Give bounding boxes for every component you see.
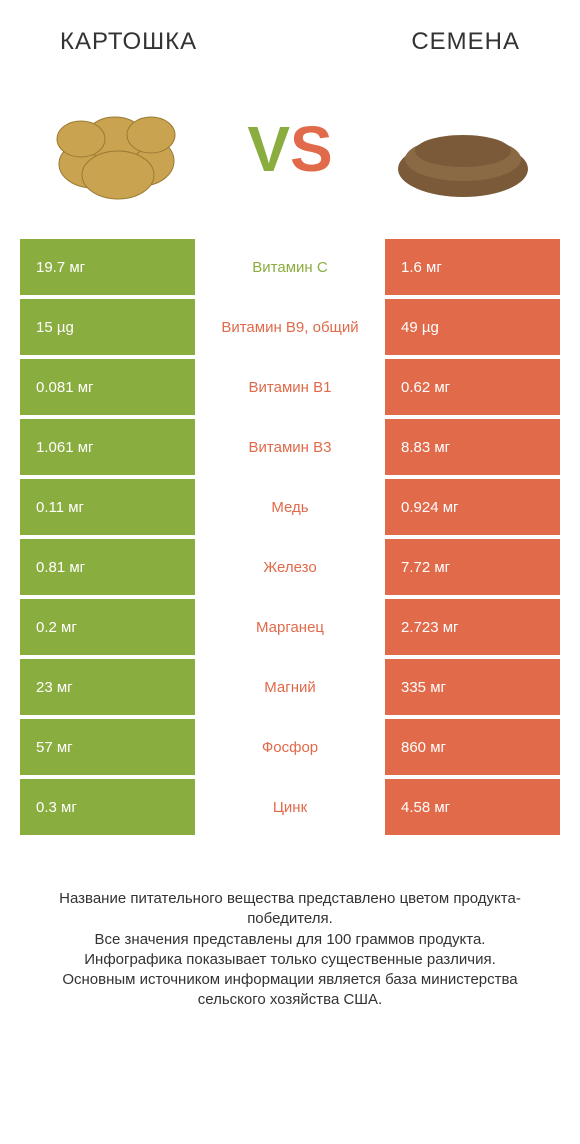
table-row: 19.7 мгВитамин C1.6 мг <box>20 239 560 295</box>
left-value-cell: 0.2 мг <box>20 599 195 655</box>
table-row: 0.081 мгВитамин B10.62 мг <box>20 359 560 415</box>
nutrient-label: Витамин B3 <box>195 419 385 475</box>
left-value-cell: 1.061 мг <box>20 419 195 475</box>
footer-line: Основным источником информации является … <box>30 970 550 1011</box>
footer-line: Все значения представлены для 100 граммо… <box>30 930 550 950</box>
right-value-cell: 4.58 мг <box>385 779 560 835</box>
table-row: 23 мгМагний335 мг <box>20 659 560 715</box>
left-value-cell: 23 мг <box>20 659 195 715</box>
footer-line: Инфографика показывает только существенн… <box>30 950 550 970</box>
nutrient-label: Марганец <box>195 599 385 655</box>
right-value-cell: 49 µg <box>385 299 560 355</box>
table-row: 0.2 мгМарганец2.723 мг <box>20 599 560 655</box>
footer-notes: Название питательного вещества представл… <box>0 839 580 1011</box>
left-value-cell: 19.7 мг <box>20 239 195 295</box>
left-value-cell: 15 µg <box>20 299 195 355</box>
potato-icon <box>43 89 198 209</box>
nutrient-label: Фосфор <box>195 719 385 775</box>
vs-v-letter: V <box>247 113 290 185</box>
right-value-cell: 1.6 мг <box>385 239 560 295</box>
header: КАРТОШКА СЕМЕНА <box>0 0 580 68</box>
right-value-cell: 335 мг <box>385 659 560 715</box>
vs-label: VS <box>247 117 332 181</box>
seeds-icon <box>383 89 538 209</box>
right-value-cell: 0.924 мг <box>385 479 560 535</box>
left-food-image <box>40 86 200 211</box>
left-value-cell: 0.11 мг <box>20 479 195 535</box>
footer-line: Название питательного вещества представл… <box>30 889 550 930</box>
right-value-cell: 8.83 мг <box>385 419 560 475</box>
images-row: VS <box>0 68 580 239</box>
left-value-cell: 57 мг <box>20 719 195 775</box>
nutrient-label: Медь <box>195 479 385 535</box>
nutrient-label: Витамин B9, общий <box>195 299 385 355</box>
nutrient-label: Витамин B1 <box>195 359 385 415</box>
right-value-cell: 7.72 мг <box>385 539 560 595</box>
table-row: 57 мгФосфор860 мг <box>20 719 560 775</box>
nutrient-label: Железо <box>195 539 385 595</box>
nutrient-label: Цинк <box>195 779 385 835</box>
table-row: 1.061 мгВитамин B38.83 мг <box>20 419 560 475</box>
table-row: 0.11 мгМедь0.924 мг <box>20 479 560 535</box>
vs-s-letter: S <box>290 113 333 185</box>
table-row: 0.3 мгЦинк4.58 мг <box>20 779 560 835</box>
table-row: 15 µgВитамин B9, общий49 µg <box>20 299 560 355</box>
left-food-title: КАРТОШКА <box>60 28 197 56</box>
table-row: 0.81 мгЖелезо7.72 мг <box>20 539 560 595</box>
nutrient-label: Витамин C <box>195 239 385 295</box>
right-food-image <box>380 86 540 211</box>
right-value-cell: 860 мг <box>385 719 560 775</box>
left-value-cell: 0.81 мг <box>20 539 195 595</box>
right-value-cell: 2.723 мг <box>385 599 560 655</box>
nutrient-label: Магний <box>195 659 385 715</box>
comparison-table: 19.7 мгВитамин C1.6 мг15 µgВитамин B9, о… <box>0 239 580 835</box>
right-value-cell: 0.62 мг <box>385 359 560 415</box>
left-value-cell: 0.081 мг <box>20 359 195 415</box>
right-food-title: СЕМЕНА <box>411 28 520 56</box>
left-value-cell: 0.3 мг <box>20 779 195 835</box>
